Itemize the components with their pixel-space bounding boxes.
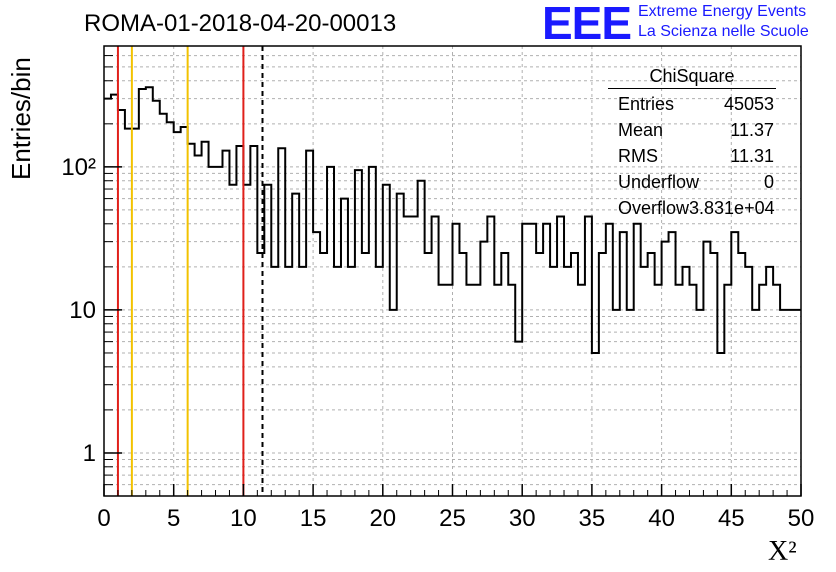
chart-title: ROMA-01-2018-04-20-00013 [84,10,397,37]
stats-row-overflow: Overflow 3.831e+04 [608,195,776,221]
y-tick-label: 10 [69,297,96,324]
logo-line-2: La Scienza nelle Scuole [638,23,809,40]
histogram-line [104,86,801,354]
stats-value: 11.31 [730,146,774,166]
logo-caption: Extreme Energy Events La Scienza nelle S… [638,2,809,42]
stats-title: ChiSquare [608,66,776,89]
stats-row-entries: Entries 45053 [608,91,776,117]
stats-box: ChiSquare Entries 45053 Mean 11.37 RMS 11.3… [608,66,776,221]
stats-value: 11.37 [730,120,774,140]
y-tick-label: 10² [61,154,96,181]
stats-label: RMS [618,146,658,166]
x-tick-label: 10 [230,505,257,532]
y-axis-label: Entries/bin [6,57,36,180]
stats-row-underflow: Underflow 0 [608,169,776,195]
stats-label: Entries [618,94,675,114]
x-tick-label: 0 [97,505,110,532]
x-tick-label: 15 [300,505,327,532]
stats-value: 0 [763,172,774,192]
x-tick-label: 20 [369,505,396,532]
eee-logo: EEE [542,0,632,49]
stats-label: Overflow [618,198,690,218]
x-tick-label: 25 [439,505,466,532]
logo-line-1: Extreme Energy Events [638,3,807,20]
x-tick-label: 30 [509,505,536,532]
x-tick-label: 40 [648,505,675,532]
y-tick-label: 1 [83,440,96,467]
stats-value: 3.831e+04 [689,198,775,218]
x-tick-label: 5 [167,505,180,532]
stats-row-mean: Mean 11.37 [608,117,776,143]
stats-label: Underflow [618,172,700,192]
x-tick-label: 45 [718,505,745,532]
stats-label: Mean [618,120,664,140]
x-axis-label: Χ² [768,536,797,567]
stats-row-rms: RMS 11.31 [608,143,776,169]
x-tick-label: 35 [579,505,606,532]
stats-value: 45053 [723,94,774,114]
x-tick-label: 50 [788,505,815,532]
